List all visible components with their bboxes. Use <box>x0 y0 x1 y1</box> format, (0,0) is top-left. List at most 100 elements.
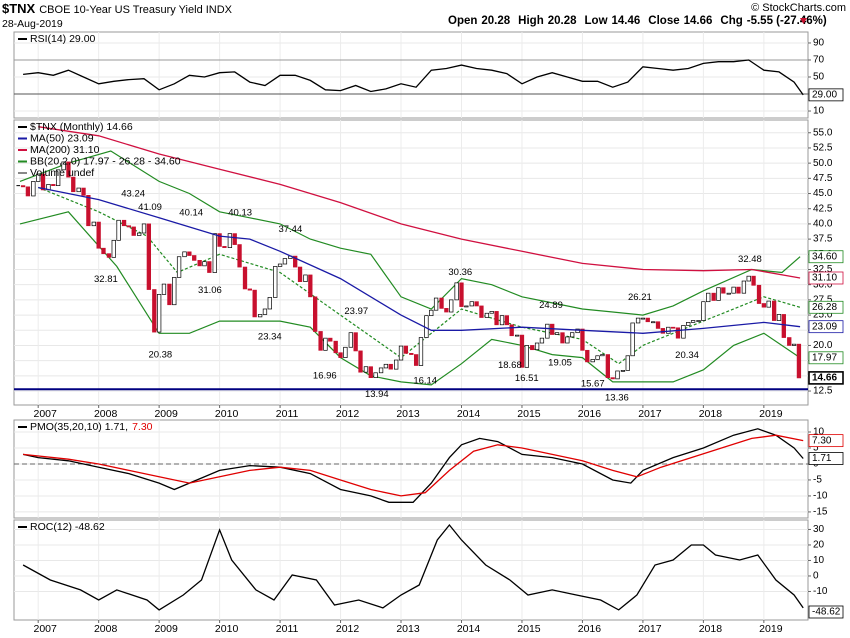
quote-value: 20.28 <box>481 15 510 27</box>
candle <box>348 332 353 348</box>
value-tag-label: 31.10 <box>812 273 837 284</box>
value-tag-label: 23.09 <box>812 321 837 332</box>
trough-label: 31.06 <box>198 285 222 296</box>
y-tick-label: 40.0 <box>813 219 833 230</box>
x-tick-label: 2016 <box>578 408 602 420</box>
candle <box>31 181 36 197</box>
candle <box>328 337 333 342</box>
x-tick-label: 2016 <box>578 623 602 633</box>
candle <box>71 176 76 193</box>
quote-value: 14.46 <box>612 15 641 27</box>
y-tick-label: -5 <box>813 475 822 486</box>
legend-label: MA(200) 31.10 <box>30 144 100 156</box>
candle <box>726 292 731 295</box>
candle <box>101 247 106 255</box>
y-tick-label: 47.5 <box>813 173 833 184</box>
quote-label: Low <box>585 15 608 27</box>
candle <box>534 342 540 351</box>
candle <box>358 350 363 373</box>
x-tick-label: 2009 <box>154 623 178 633</box>
candle <box>751 275 756 286</box>
y-tick-label: 52.5 <box>813 143 833 154</box>
candle <box>791 343 797 346</box>
candle <box>333 340 338 354</box>
y-tick-label: 27.5 <box>813 295 833 306</box>
candle <box>343 346 348 358</box>
candle <box>519 334 525 368</box>
candle <box>494 311 499 326</box>
y-tick-label: 90 <box>813 38 825 49</box>
legend-label: ROC(12) -48.62 <box>30 521 105 533</box>
x-tick-label: 2013 <box>396 623 420 633</box>
value-tag <box>808 434 844 448</box>
candle <box>761 303 767 308</box>
candle <box>666 326 671 334</box>
candle <box>539 337 545 344</box>
candle <box>273 266 278 298</box>
y-tick-label: 30.0 <box>813 279 833 290</box>
series-line <box>38 186 801 334</box>
candle <box>156 294 162 333</box>
candle <box>111 239 116 258</box>
x-tick-label: 2010 <box>215 408 239 420</box>
value-tag-label: -48.62 <box>812 607 841 618</box>
candle <box>474 301 479 307</box>
candle <box>469 301 474 307</box>
candle <box>690 320 696 323</box>
value-tag <box>808 250 844 264</box>
candle <box>207 261 212 273</box>
legend-label: MA(50) 23.09 <box>30 132 94 144</box>
date: 28-Aug-2019 <box>2 18 63 30</box>
quote-value: 14.66 <box>684 15 713 27</box>
y-tick-label: 30 <box>813 524 825 535</box>
trough-label: 23.34 <box>258 332 282 343</box>
candle <box>600 354 605 357</box>
legend-note: Volume undef <box>30 167 94 179</box>
candle <box>660 328 666 334</box>
candle <box>409 352 414 355</box>
candle <box>66 161 71 178</box>
candle <box>781 314 786 338</box>
candle <box>313 296 318 332</box>
value-tag <box>808 351 844 365</box>
x-tick-label: 2018 <box>699 623 723 633</box>
value-tag <box>808 271 844 285</box>
candle <box>741 280 747 294</box>
candle <box>524 345 529 368</box>
value-tag-label: 14.66 <box>812 373 837 384</box>
value-tag <box>808 300 844 314</box>
quote-label: Close <box>648 15 679 27</box>
value-tag <box>808 88 844 102</box>
candle <box>267 297 272 310</box>
credit: © StockCharts.com <box>751 2 846 14</box>
candle <box>76 187 81 193</box>
peak-label: 40.14 <box>179 208 203 219</box>
candle <box>459 282 464 307</box>
candle <box>545 323 550 339</box>
candle <box>771 300 777 321</box>
candle <box>152 289 157 333</box>
x-tick-label: 2015 <box>517 623 541 633</box>
series-line <box>22 523 804 611</box>
legend-label: $TNX (Monthly) 14.66 <box>30 121 133 133</box>
y-tick-label: -10 <box>813 586 828 597</box>
peak-label: 40.13 <box>228 208 252 219</box>
candle <box>454 282 459 301</box>
series-line <box>23 434 804 497</box>
x-tick-label: 2017 <box>638 408 662 420</box>
candle <box>318 331 323 351</box>
candle <box>640 317 646 320</box>
candle <box>36 173 41 182</box>
candle <box>489 311 494 314</box>
candle <box>398 345 404 361</box>
candle <box>464 305 469 308</box>
candle <box>141 223 147 234</box>
candle <box>746 275 751 282</box>
candle <box>736 286 741 294</box>
quote-label: Chg <box>720 15 742 27</box>
value-tag <box>808 371 844 385</box>
candle <box>444 308 449 313</box>
y-tick-label: 20 <box>813 540 825 551</box>
candle <box>575 328 580 334</box>
